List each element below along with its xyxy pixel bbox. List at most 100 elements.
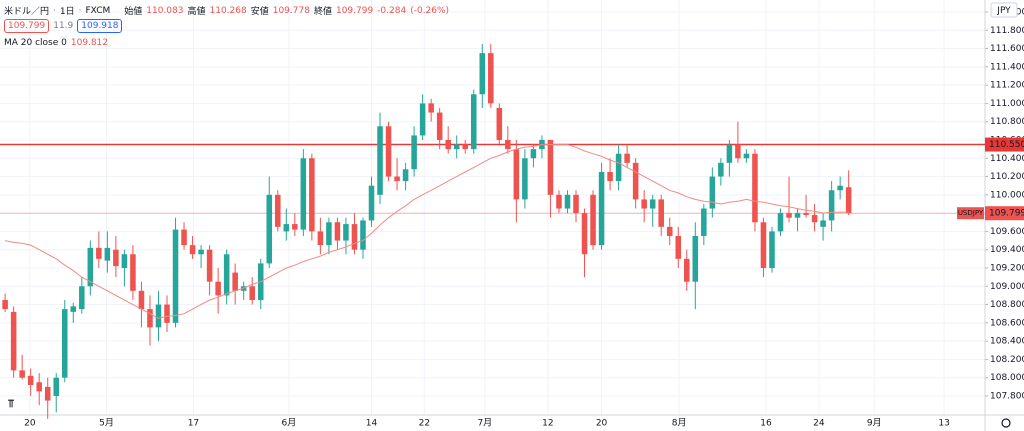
candle-body bbox=[709, 176, 716, 209]
candle-body bbox=[436, 112, 443, 140]
y-tick-label: 108.000 bbox=[990, 373, 1024, 383]
change-pct: (-0.26%) bbox=[410, 5, 450, 16]
candle-body bbox=[453, 144, 460, 150]
low-value: 109.778 bbox=[272, 5, 310, 16]
candle-body bbox=[113, 249, 119, 267]
x-tick-label: 20 bbox=[24, 419, 36, 429]
high-label: 高値 bbox=[187, 7, 206, 17]
candle-body bbox=[232, 272, 238, 291]
candle-body bbox=[326, 222, 332, 246]
candle-body bbox=[488, 53, 494, 104]
close-value: 109.799 bbox=[335, 5, 374, 16]
candle-body bbox=[172, 229, 179, 323]
x-tick-label: 6月 bbox=[281, 418, 296, 429]
candle-body bbox=[300, 158, 307, 230]
candle-body bbox=[445, 139, 451, 150]
candle-body bbox=[428, 103, 434, 113]
candle-body bbox=[845, 187, 852, 214]
candle-body bbox=[155, 304, 162, 328]
bid[interactable]: 109.799 bbox=[4, 19, 50, 33]
candle-body bbox=[837, 185, 843, 191]
close-label: 終値 bbox=[313, 7, 332, 17]
candle-body bbox=[104, 247, 111, 261]
candle-body bbox=[206, 249, 213, 282]
hline-label: 110.550 bbox=[989, 140, 1024, 150]
candle-body bbox=[215, 281, 221, 296]
hline-tag bbox=[985, 137, 1024, 152]
candle-body bbox=[658, 199, 664, 227]
x-tick-label: 20 bbox=[596, 419, 608, 429]
candle-body bbox=[828, 190, 835, 221]
y-tick-label: 109.600 bbox=[990, 227, 1024, 237]
candle-body bbox=[292, 224, 298, 230]
candle-body bbox=[402, 169, 409, 182]
candle-body bbox=[666, 226, 673, 236]
symbol-tag bbox=[957, 207, 984, 220]
candle-body bbox=[79, 286, 85, 310]
y-tick-label: 111.800 bbox=[990, 26, 1024, 36]
candle-body bbox=[334, 222, 341, 241]
candle-body bbox=[385, 126, 392, 177]
candle-body bbox=[368, 185, 375, 221]
candle-body bbox=[632, 162, 639, 200]
candle-body bbox=[811, 214, 818, 223]
candle-body bbox=[61, 309, 68, 378]
source: FXCM bbox=[85, 5, 111, 16]
candle-body bbox=[411, 135, 417, 170]
logo: ⫪ bbox=[8, 397, 14, 410]
y-tick-label: 109.200 bbox=[990, 263, 1024, 273]
x-tick-label: 22 bbox=[419, 419, 430, 429]
header: 米ドル／円 · 1日 · FXCM 始値 110.083 高値 110.268 安値… bbox=[4, 5, 450, 18]
candle-body bbox=[96, 247, 102, 259]
candle-body bbox=[547, 139, 554, 195]
candle-body bbox=[10, 311, 17, 371]
candle-body bbox=[692, 235, 699, 282]
spread: 11.9 bbox=[53, 21, 74, 31]
y-tick-label: 111.600 bbox=[990, 44, 1024, 54]
candle-body bbox=[564, 194, 571, 209]
candle-body bbox=[581, 213, 588, 255]
candle-body bbox=[147, 309, 153, 328]
ask[interactable]: 109.918 bbox=[77, 19, 123, 33]
candle-body bbox=[684, 258, 690, 282]
candle-body bbox=[198, 249, 204, 255]
y-tick-label: 110.800 bbox=[990, 117, 1024, 127]
candle-body bbox=[470, 94, 477, 150]
candle-body bbox=[121, 254, 128, 268]
y-tick-label: 110.000 bbox=[990, 190, 1024, 200]
high-value: 110.268 bbox=[209, 5, 247, 16]
settings[interactable] bbox=[1001, 418, 1011, 428]
candle-body bbox=[624, 153, 630, 163]
candle-body bbox=[590, 194, 596, 246]
price-tag bbox=[985, 206, 1024, 221]
change: -0.284 bbox=[377, 5, 407, 16]
candle-body bbox=[266, 194, 273, 264]
candle-body bbox=[786, 213, 792, 218]
candle-body bbox=[53, 377, 60, 396]
y-tick-label: 108.800 bbox=[990, 300, 1024, 310]
x-tick-label: 13 bbox=[938, 419, 949, 429]
candle-body bbox=[777, 213, 784, 232]
candle-body bbox=[44, 386, 51, 401]
y-tick-label: 111.200 bbox=[990, 81, 1024, 91]
candle-body bbox=[360, 220, 366, 250]
candle-body bbox=[479, 53, 486, 95]
candle-body bbox=[496, 107, 503, 140]
candle-body bbox=[752, 153, 758, 223]
candle-body bbox=[522, 158, 528, 200]
y-tick-label: 108.400 bbox=[990, 337, 1024, 347]
candle-body bbox=[189, 245, 196, 255]
candle-body bbox=[394, 176, 400, 182]
y-tick-label: 109.400 bbox=[990, 245, 1024, 255]
candle-body bbox=[607, 171, 613, 182]
title: 米ドル／円 bbox=[4, 7, 50, 17]
candle-body bbox=[735, 144, 741, 159]
candle-body bbox=[138, 290, 145, 310]
candle-body bbox=[760, 222, 767, 268]
candle-body bbox=[743, 153, 750, 159]
candle-body bbox=[19, 370, 25, 378]
candle-body bbox=[615, 153, 622, 182]
candle-body bbox=[820, 220, 826, 227]
